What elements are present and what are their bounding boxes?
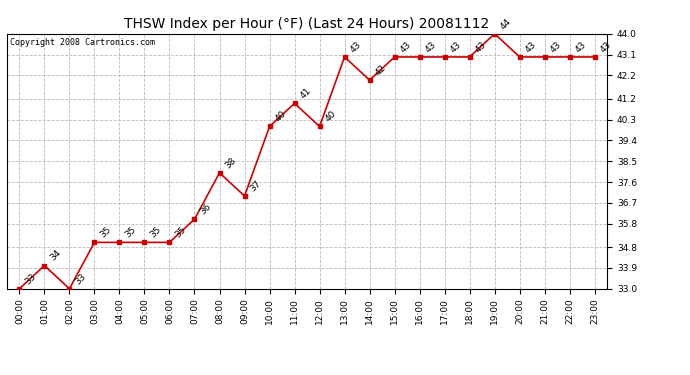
Text: 43: 43 bbox=[524, 40, 538, 54]
Text: 33: 33 bbox=[23, 272, 38, 286]
Text: 38: 38 bbox=[224, 156, 238, 170]
Text: 33: 33 bbox=[74, 272, 88, 286]
Text: 34: 34 bbox=[48, 248, 63, 263]
Text: 35: 35 bbox=[99, 225, 113, 240]
Text: 35: 35 bbox=[148, 225, 163, 240]
Text: 44: 44 bbox=[499, 16, 513, 31]
Text: 43: 43 bbox=[574, 40, 589, 54]
Text: 35: 35 bbox=[124, 225, 138, 240]
Text: 37: 37 bbox=[248, 179, 263, 193]
Text: 43: 43 bbox=[474, 40, 489, 54]
Text: 41: 41 bbox=[299, 86, 313, 100]
Title: THSW Index per Hour (°F) (Last 24 Hours) 20081112: THSW Index per Hour (°F) (Last 24 Hours)… bbox=[124, 17, 490, 31]
Text: Copyright 2008 Cartronics.com: Copyright 2008 Cartronics.com bbox=[10, 38, 155, 46]
Text: 43: 43 bbox=[348, 40, 363, 54]
Text: 36: 36 bbox=[199, 202, 213, 216]
Text: 43: 43 bbox=[424, 40, 438, 54]
Text: 43: 43 bbox=[399, 40, 413, 54]
Text: 43: 43 bbox=[448, 40, 463, 54]
Text: 35: 35 bbox=[174, 225, 188, 240]
Text: 40: 40 bbox=[274, 109, 288, 124]
Text: 40: 40 bbox=[324, 109, 338, 124]
Text: 43: 43 bbox=[549, 40, 563, 54]
Text: 43: 43 bbox=[599, 40, 613, 54]
Text: 42: 42 bbox=[374, 63, 388, 77]
